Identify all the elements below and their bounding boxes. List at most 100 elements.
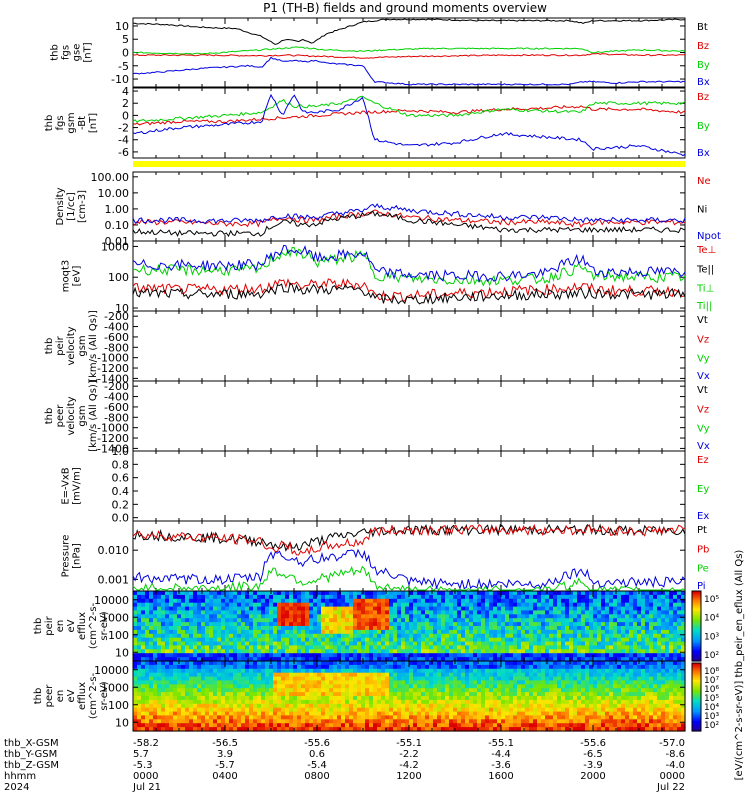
spectrogram-cell — [345, 645, 350, 650]
spectrogram-cell — [497, 688, 502, 693]
spectrogram-cell — [173, 633, 178, 639]
spectrogram-cell — [369, 637, 374, 643]
spectrogram-cell — [309, 719, 314, 724]
spectrogram-cell — [265, 629, 270, 635]
spectrogram-cell — [153, 696, 158, 701]
spectrogram-cell — [217, 696, 222, 701]
spectrogram-cell — [513, 633, 518, 639]
spectrogram-cell — [425, 727, 430, 732]
spectrogram-cell — [193, 622, 198, 627]
spectrogram-cell — [505, 719, 510, 724]
spectrogram-cell — [617, 622, 622, 627]
spectrogram-cell — [373, 610, 378, 615]
spectrogram-cell — [165, 711, 170, 717]
spectrogram-cell — [485, 657, 490, 662]
spectrogram-cell — [601, 606, 606, 612]
spectrogram-cell — [517, 591, 522, 596]
spectrogram-cell — [189, 696, 194, 701]
spectrogram-cell — [377, 672, 382, 678]
spectrogram-cell — [157, 707, 162, 713]
spectrogram-cell — [485, 622, 490, 627]
spectrogram-cell — [381, 688, 386, 693]
spectrogram-cell — [597, 598, 602, 604]
spectrogram-cell — [269, 626, 274, 631]
spectrogram-cell — [137, 723, 142, 728]
spectrogram-cell — [433, 715, 438, 720]
spectrogram-cell — [281, 629, 286, 635]
spectrogram-cell — [437, 688, 442, 693]
spectrogram-cell — [265, 696, 270, 701]
spectrogram-cell — [213, 598, 218, 604]
spectrogram-cell — [189, 606, 194, 612]
spectrogram-cell — [325, 676, 330, 682]
spectrogram-cell — [333, 649, 338, 654]
spectrogram-cell — [257, 653, 262, 658]
spectrogram-cell — [201, 602, 206, 608]
spectrogram-cell — [465, 645, 470, 650]
spectrogram-cell — [317, 727, 322, 732]
spectrogram-cell — [677, 645, 682, 650]
spectrogram-cell — [181, 703, 186, 709]
spectrogram-cell — [625, 657, 630, 662]
spectrogram-cell — [357, 622, 362, 627]
spectrogram-cell — [293, 680, 298, 685]
spectrogram-cell — [273, 661, 278, 666]
spectrogram-cell — [521, 645, 526, 650]
spectrogram-cell — [249, 629, 254, 635]
spectrogram-cell — [481, 672, 486, 678]
spectrogram-cell — [193, 641, 198, 647]
spectrogram-cell — [405, 711, 410, 717]
spectrogram-cell — [293, 703, 298, 709]
spectrogram-cell — [441, 633, 446, 639]
spectrogram-cell — [537, 637, 542, 643]
legend-entry: Ne — [697, 176, 711, 187]
spectrogram-cell — [153, 668, 158, 674]
spectrogram-cell — [449, 602, 454, 608]
spectrogram-cell — [329, 696, 334, 701]
spectrogram-cell — [505, 668, 510, 674]
spectrogram-cell — [613, 637, 618, 643]
spectrogram-cell — [433, 699, 438, 705]
spectrogram-cell — [521, 629, 526, 635]
spectrogram-cell — [641, 629, 646, 635]
spectrogram-cell — [369, 641, 374, 647]
spectrogram-cell — [165, 715, 170, 720]
spectrogram-cell — [181, 661, 186, 666]
spectrogram-cell — [325, 641, 330, 647]
spectrogram-cell — [317, 723, 322, 728]
spectrogram-cell — [149, 591, 154, 596]
spectrogram-cell — [333, 610, 338, 615]
spectrogram-cell — [337, 657, 342, 662]
spectrogram-cell — [281, 707, 286, 713]
spectrogram-cell — [629, 633, 634, 639]
spectrogram-cell — [521, 602, 526, 608]
spectrogram-cell — [457, 719, 462, 724]
spectrogram-cell — [165, 672, 170, 678]
spectrogram-cell — [625, 614, 630, 619]
spectrogram-cell — [477, 633, 482, 639]
spectrogram-cell — [413, 719, 418, 724]
spectrogram-cell — [465, 672, 470, 678]
spectrogram-cell — [477, 602, 482, 608]
spectrogram-cell — [313, 618, 318, 623]
spectrogram-cell — [133, 703, 138, 709]
spectrogram-cell — [329, 626, 334, 631]
spectrogram-cell — [289, 719, 294, 724]
spectrogram-cell — [241, 641, 246, 647]
spectrogram-cell — [141, 626, 146, 631]
spectrogram-cell — [249, 606, 254, 612]
spectrogram-cell — [361, 618, 366, 623]
spectrogram-cell — [649, 629, 654, 635]
spectrogram-cell — [273, 649, 278, 654]
spectrogram-cell — [369, 719, 374, 724]
spectrogram-cell — [509, 664, 514, 670]
spectrogram-cell — [173, 657, 178, 662]
spectrogram-cell — [185, 703, 190, 709]
spectrogram-cell — [525, 692, 530, 697]
spectrogram-cell — [197, 727, 202, 732]
spectrogram-cell — [293, 727, 298, 732]
spectrogram-cell — [565, 645, 570, 650]
